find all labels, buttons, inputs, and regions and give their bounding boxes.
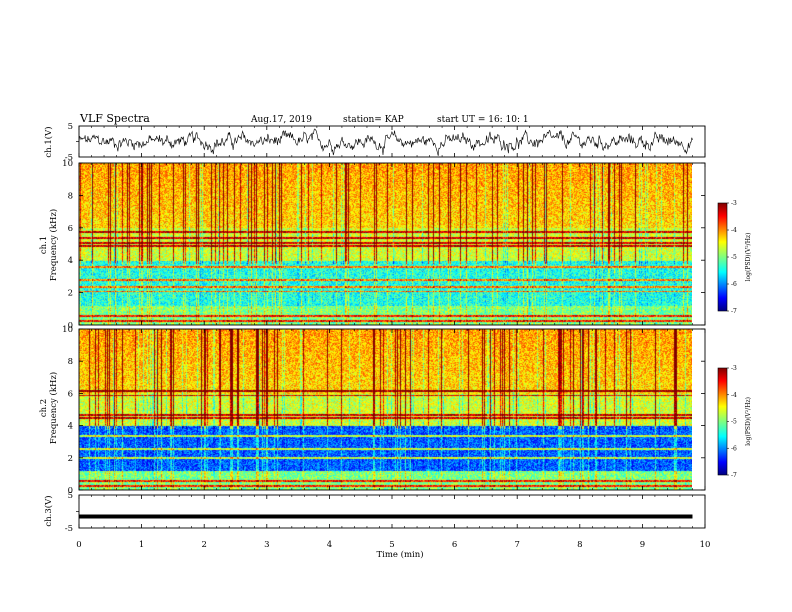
colorbar-tick-label: -6 [731, 281, 737, 288]
frequency-tick-label: 2 [68, 289, 73, 299]
frequency-tick-label: 10 [62, 159, 73, 169]
time-tick-label: 8 [577, 540, 582, 550]
spectrogram-image [79, 329, 692, 490]
start-time-label: start UT = 16: 10: 1 [437, 115, 529, 125]
ch1-voltage-ylabel: ch.1(V) [43, 126, 54, 157]
frequency-tick-label: 0 [68, 321, 73, 331]
frequency-tick-label: 6 [68, 224, 73, 234]
time-tick-label: 7 [514, 540, 519, 550]
spectrogram-image [79, 163, 692, 325]
ch2-colorbar: -3 -4 -5 -6 -7 log(PSD)(V²/Hz) [717, 365, 752, 479]
colorbar-tick-label: -6 [731, 445, 737, 452]
svg-text:Frequency (kHz): Frequency (kHz) [48, 209, 59, 281]
date-label: Aug.17, 2019 [250, 115, 312, 125]
colorbar-tick-label: -7 [731, 472, 737, 479]
time-tick-label: 6 [452, 540, 457, 550]
svg-text:ch.1: ch.1 [39, 236, 49, 254]
frequency-tick-label: 8 [68, 357, 73, 367]
time-tick-label: 10 [700, 540, 711, 550]
time-axis: 0 1 2 3 4 5 6 7 8 9 10 [76, 540, 710, 550]
ch1-spectrogram-panel: 0 2 4 6 8 10 [62, 159, 706, 331]
svg-text:ch.2: ch.2 [39, 399, 49, 417]
colorbar-label: log(PSD)(V²/Hz) [745, 397, 752, 446]
colorbar-tick-label: -3 [731, 200, 737, 207]
colorbar-tick-label: -5 [731, 254, 737, 261]
ch3-waveform-panel: 5 -5 [65, 491, 706, 534]
time-tick-label: 4 [327, 540, 332, 550]
panel-frame [78, 494, 706, 529]
ch1-colorbar: -3 -4 -5 -6 -7 log(PSD)(V²/Hz) [717, 200, 752, 315]
colorbar-tick-label: -4 [731, 227, 737, 234]
time-tick-label: 0 [76, 540, 81, 550]
svg-text:Frequency (kHz): Frequency (kHz) [48, 372, 59, 444]
ch3-ytick-label: 5 [68, 491, 73, 501]
time-tick-label: 9 [640, 540, 645, 550]
colorbar-label: log(PSD)(V²/Hz) [745, 233, 752, 282]
frequency-tick-label: 10 [62, 325, 73, 335]
ch2-spectrogram-panel: 0 2 4 6 8 10 [62, 325, 706, 496]
frequency-tick-label: 2 [68, 454, 73, 464]
ch3-voltage-ylabel: ch.3(V) [43, 495, 54, 526]
time-tick-label: 5 [389, 540, 394, 550]
frequency-tick-label: 0 [68, 486, 73, 496]
ch1-ytick-label: 5 [68, 122, 73, 132]
frequency-tick-label: 8 [68, 191, 73, 201]
ch1-waveform-line [78, 128, 693, 156]
frequency-tick-label: 4 [68, 256, 73, 266]
time-tick-label: 2 [201, 540, 206, 550]
ch3-ytick-label: -5 [65, 524, 73, 534]
colorbar-tick-label: -7 [731, 308, 737, 315]
ch2-frequency-ylabel: ch.2 Frequency (kHz) [39, 372, 59, 444]
figure-title: VLF Spectra [79, 112, 150, 125]
time-tick-label: 1 [139, 540, 144, 550]
colorbar-gradient [717, 202, 728, 312]
station-label: station= KAP [343, 115, 404, 125]
colorbar-tick-label: -3 [731, 365, 737, 372]
panel-frame [78, 125, 706, 158]
ch1-ytick-label: -5 [65, 153, 73, 163]
ch1-waveform-panel: 5 -5 [65, 122, 706, 163]
colorbar-gradient [717, 367, 728, 476]
time-tick-label: 3 [264, 540, 269, 550]
colorbar-tick-label: -4 [731, 392, 737, 399]
frequency-tick-label: 6 [68, 389, 73, 399]
ch1-frequency-ylabel: ch.1 Frequency (kHz) [39, 209, 59, 281]
colorbar-tick-label: -5 [731, 419, 737, 426]
frequency-tick-label: 4 [68, 422, 73, 432]
time-axis-label: Time (min) [376, 549, 423, 560]
